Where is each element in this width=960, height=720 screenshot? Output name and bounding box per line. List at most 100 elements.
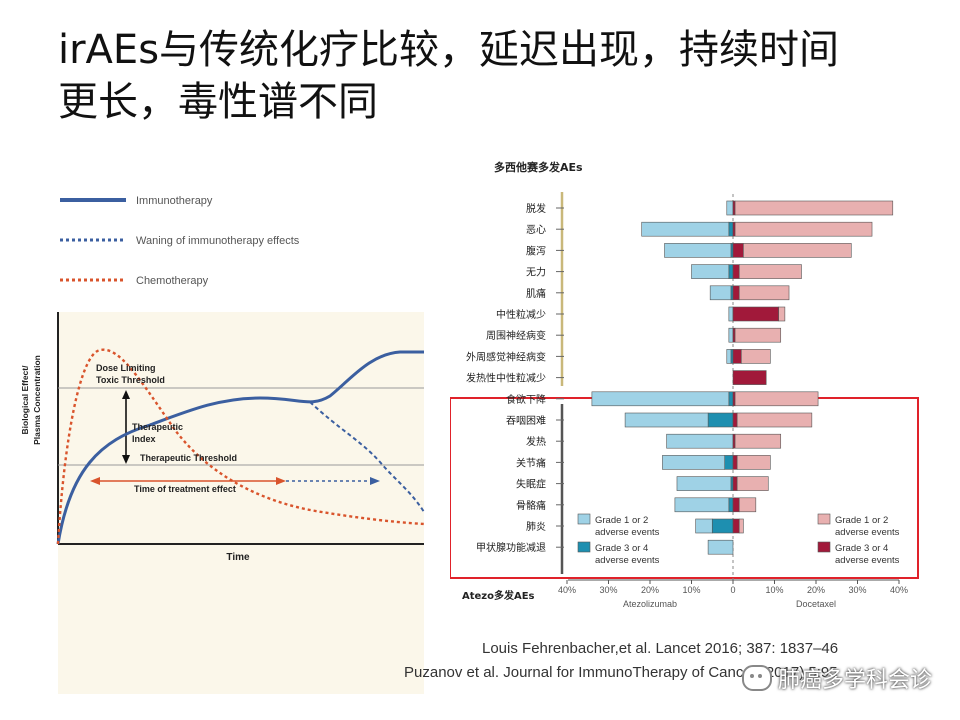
left-ylabel-2: Plasma Concentration xyxy=(32,355,42,445)
category-label: 肺炎 xyxy=(526,521,546,533)
treatment-arrow-left xyxy=(90,477,100,485)
bar-doce-g34 xyxy=(732,497,740,513)
adverse-events-chart: 多西他赛多发AEs 脱发恶心腹泻无力肌痛中性粒减少周围神经病变外周感觉神经病变发… xyxy=(450,160,919,609)
bar-doce-g12 xyxy=(778,306,786,322)
dose-limiting-label-2: Toxic Threshold xyxy=(96,375,165,385)
category-label: 周围神经病变 xyxy=(486,329,546,342)
bar-doce-g34 xyxy=(732,391,736,407)
watermark-text: 肺癌多学科会诊 xyxy=(777,668,932,693)
bar-doce-g34 xyxy=(732,264,740,279)
category-label: 骨骼痛 xyxy=(516,499,546,512)
citation-2: Puzanov et al. Journal for ImmunoTherapy… xyxy=(404,664,838,681)
legend-doce-g34-line1: Grade 3 or 4 xyxy=(835,543,888,554)
bar-atezo-g12 xyxy=(726,200,734,216)
bar-atezo-g12 xyxy=(591,391,730,407)
therapeutic-threshold-label: Therapeutic Threshold xyxy=(140,453,237,463)
bar-doce-g34 xyxy=(732,285,740,301)
dose-limiting-label-1: Dose Limiting xyxy=(96,363,156,373)
waning-arrow-right xyxy=(370,477,380,485)
bar-doce-g12 xyxy=(743,243,852,258)
therapeutic-index-label-1: Therapeutic xyxy=(132,422,183,432)
plot-area xyxy=(58,312,424,694)
atezo-label: Atezo多发AEs xyxy=(462,589,535,602)
bar-doce-g12 xyxy=(734,200,894,216)
bar-doce-g34 xyxy=(732,476,738,491)
bar-doce-g34 xyxy=(732,306,779,322)
x-tick-label: 30% xyxy=(599,585,617,595)
category-label: 关节痛 xyxy=(516,456,546,469)
bar-atezo-g34 xyxy=(730,349,734,364)
bars-group xyxy=(556,200,894,555)
bar-atezo-g12 xyxy=(624,412,709,428)
bar-doce-g12 xyxy=(736,412,813,428)
bar-atezo-g12 xyxy=(707,539,734,555)
bar-doce-g12 xyxy=(734,433,782,449)
bar-atezo-g34 xyxy=(711,518,734,534)
bar-atezo-g34 xyxy=(724,455,734,470)
bar-atezo-g34 xyxy=(728,391,734,407)
x-tick-label: 0 xyxy=(730,585,735,595)
bar-doce-g34 xyxy=(732,412,738,428)
legend-chemo-label: Chemotherapy xyxy=(136,275,209,287)
legend-atezo-g34-swatch xyxy=(577,541,591,553)
legend-doce-g12-line1: Grade 1 or 2 xyxy=(835,515,888,526)
legend-atezo-g34-line2: adverse events xyxy=(595,555,660,566)
bar-doce-g34 xyxy=(732,327,736,343)
waning-curve xyxy=(309,401,425,513)
legend-doce-g34-swatch xyxy=(817,541,831,553)
category-labels: 脱发恶心腹泻无力肌痛中性粒减少周围神经病变外周感觉神经病变发热性中性粒减少食欲下… xyxy=(466,202,546,554)
time-of-effect-label: Time of treatment effect xyxy=(134,484,236,494)
bar-doce-g34 xyxy=(732,370,767,385)
legend-right: Grade 1 or 2 adverse events Grade 3 or 4… xyxy=(817,513,900,566)
chemotherapy-curve xyxy=(56,348,425,545)
bar-doce-g12 xyxy=(736,476,769,491)
bar-doce-g12 xyxy=(738,264,802,279)
arrow-head-up xyxy=(122,390,130,399)
legend-left: Grade 1 or 2 adverse events Grade 3 or 4… xyxy=(577,513,660,566)
legend-immunotherapy-label: Immunotherapy xyxy=(136,195,213,207)
bar-atezo-g34 xyxy=(730,476,734,491)
therapeutic-index-label-2: Index xyxy=(132,434,156,444)
bar-atezo-g12 xyxy=(728,306,734,322)
category-label: 发热性中性粒减少 xyxy=(466,372,546,385)
citation-1: Louis Fehrenbacher,et al. Lancet 2016; 3… xyxy=(482,640,839,657)
bar-atezo-g12 xyxy=(664,243,732,258)
bar-doce-g34 xyxy=(732,455,738,470)
bar-atezo-g12 xyxy=(674,497,730,513)
legend-doce-g12-swatch xyxy=(817,513,831,525)
bar-atezo-g34 xyxy=(728,264,734,279)
bar-doce-g34 xyxy=(732,433,736,449)
bar-doce-g34 xyxy=(732,518,740,534)
category-label: 脱发 xyxy=(526,202,546,215)
bar-atezo-g12 xyxy=(676,476,732,491)
chart-title: 多西他赛多发AEs xyxy=(494,160,583,174)
legend-doce-g12-line2: adverse events xyxy=(835,527,900,538)
bar-atezo-g12 xyxy=(709,285,732,301)
bar-atezo-g12 xyxy=(641,221,730,237)
category-label: 肌痛 xyxy=(526,287,546,300)
bar-atezo-g34 xyxy=(707,412,734,428)
left-legend: Immunotherapy Waning of immunotherapy ef… xyxy=(60,195,300,287)
bar-doce-g12 xyxy=(738,497,757,513)
legend-waning-label: Waning of immunotherapy effects xyxy=(136,235,300,247)
x-tick-label: 40% xyxy=(890,585,908,595)
bar-doce-g12 xyxy=(734,391,819,407)
bar-doce-g12 xyxy=(740,349,771,364)
bar-doce-g34 xyxy=(732,243,744,258)
bar-atezo-g34 xyxy=(728,221,734,237)
immunotherapy-curve xyxy=(56,350,424,545)
title-line-1: irAEs与传统化疗比较，延迟出现，持续时间 xyxy=(58,27,840,73)
category-label: 甲状腺功能减退 xyxy=(476,541,546,554)
bar-atezo-g12 xyxy=(695,518,713,534)
legend-atezo-g12-line2: adverse events xyxy=(595,527,660,538)
bar-doce-g12 xyxy=(734,221,873,237)
bar-doce-g12 xyxy=(736,455,771,470)
xlabel-right: Docetaxel xyxy=(796,599,836,609)
x-tick-label: 20% xyxy=(641,585,659,595)
wechat-logo-icon xyxy=(741,665,772,691)
bar-doce-g34 xyxy=(732,200,736,216)
bar-atezo-g12 xyxy=(666,433,734,449)
bar-atezo-g34 xyxy=(730,285,734,301)
bar-doce-g34 xyxy=(732,221,736,237)
treatment-arrow-right xyxy=(276,477,286,485)
